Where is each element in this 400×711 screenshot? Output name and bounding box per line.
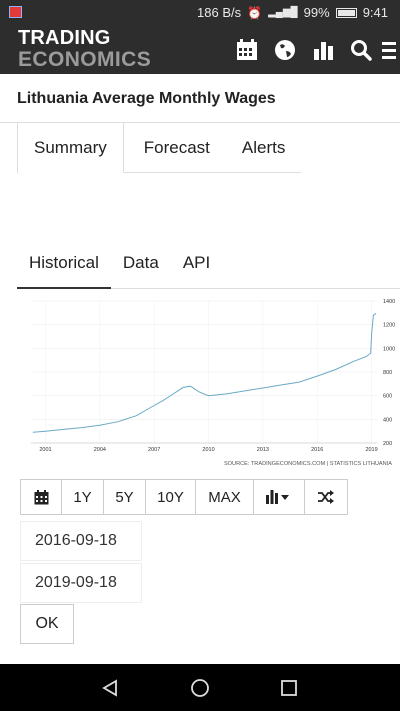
- x-tick-label: 2016: [311, 447, 323, 453]
- shuffle-icon: [318, 490, 334, 504]
- y-tick-label: 400: [383, 417, 392, 423]
- brand-logo-line2[interactable]: ECONOMICS: [18, 48, 152, 71]
- x-tick-label: 2001: [39, 447, 51, 453]
- range-5y-button[interactable]: 5Y: [104, 480, 146, 514]
- end-date-field[interactable]: 2019-09-18: [20, 563, 142, 603]
- y-tick-label: 200: [383, 441, 392, 447]
- x-tick-label: 2004: [94, 447, 106, 453]
- x-tick-label: 2010: [202, 447, 214, 453]
- app-notification-icon: [9, 6, 22, 18]
- bar-chart-icon: [266, 490, 289, 504]
- status-bar: 186 B/s ⏰ ▂▄▆█ 99% 9:41: [0, 0, 400, 26]
- battery-level: 99%: [303, 5, 330, 20]
- tab-forecast[interactable]: Forecast: [143, 138, 210, 157]
- y-tick-label: 1200: [383, 323, 395, 329]
- range-1y-button[interactable]: 1Y: [62, 480, 104, 514]
- globe-icon[interactable]: [266, 26, 304, 74]
- calendar-button[interactable]: [21, 480, 62, 514]
- page-title: Lithuania Average Monthly Wages: [17, 90, 276, 107]
- wages-chart[interactable]: 200 400 600 800 1000 1200 1400 2001 2004 2007 2010…: [17, 295, 400, 475]
- tab-alerts[interactable]: Alerts: [241, 138, 286, 157]
- chart-type-button[interactable]: [254, 480, 305, 514]
- series-line-0: [32, 312, 377, 433]
- tab-summary[interactable]: Summary: [18, 123, 124, 173]
- ok-button[interactable]: OK: [20, 604, 74, 644]
- tab-historical[interactable]: Historical: [17, 238, 111, 289]
- clock: 9:41: [362, 5, 388, 20]
- menu-icon[interactable]: [380, 26, 400, 74]
- top-tabs: Summary Forecast Alerts: [17, 123, 302, 173]
- system-nav-bar: [0, 664, 400, 711]
- app-header: TRADING ECONOMICS: [0, 26, 400, 74]
- brand-logo-line1[interactable]: TRADING: [18, 27, 111, 49]
- calendar-icon: [34, 489, 48, 504]
- tab-api[interactable]: API: [182, 253, 211, 272]
- start-date-field[interactable]: 2016-09-18: [20, 521, 142, 561]
- back-icon[interactable]: [80, 664, 140, 711]
- signal-icon: ▂▄▆█: [268, 7, 298, 18]
- y-tick-label: 1400: [383, 299, 395, 305]
- search-icon[interactable]: [342, 26, 380, 74]
- y-tick-label: 600: [383, 394, 392, 400]
- chart-toolbar: 1Y 5Y 10Y MAX: [20, 479, 348, 515]
- home-icon[interactable]: [170, 664, 230, 711]
- divider: [0, 122, 400, 123]
- alarm-icon: ⏰: [247, 5, 263, 20]
- tab-data[interactable]: Data: [122, 253, 159, 272]
- x-tick-label: 2013: [257, 447, 269, 453]
- network-speed: 186 B/s: [197, 5, 242, 20]
- compare-button[interactable]: [305, 480, 347, 514]
- chart-svg: 200 400 600 800 1000 1200 1400 2001 2004 2007 2010…: [31, 299, 395, 467]
- y-tick-label: 1000: [383, 346, 395, 352]
- y-tick-label: 800: [383, 370, 392, 376]
- x-tick-label: 2007: [148, 447, 160, 453]
- bar-chart-icon[interactable]: [304, 26, 342, 74]
- sub-tabs: Historical Data API: [17, 238, 400, 289]
- range-max-button[interactable]: MAX: [196, 480, 254, 514]
- x-tick-label: 2019: [365, 447, 377, 453]
- chart-source: SOURCE: TRADINGECONOMICS.COM | STATISTIC…: [224, 461, 392, 467]
- calendar-icon[interactable]: [228, 26, 266, 74]
- battery-icon: [335, 7, 357, 18]
- range-10y-button[interactable]: 10Y: [146, 480, 196, 514]
- recents-icon[interactable]: [259, 664, 319, 711]
